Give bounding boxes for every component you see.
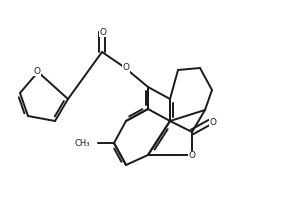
Text: O: O: [34, 67, 41, 75]
Text: O: O: [122, 64, 130, 72]
Text: CH₃: CH₃: [74, 138, 90, 148]
Text: O: O: [210, 117, 216, 127]
Text: O: O: [99, 28, 106, 36]
Text: O: O: [189, 151, 195, 161]
